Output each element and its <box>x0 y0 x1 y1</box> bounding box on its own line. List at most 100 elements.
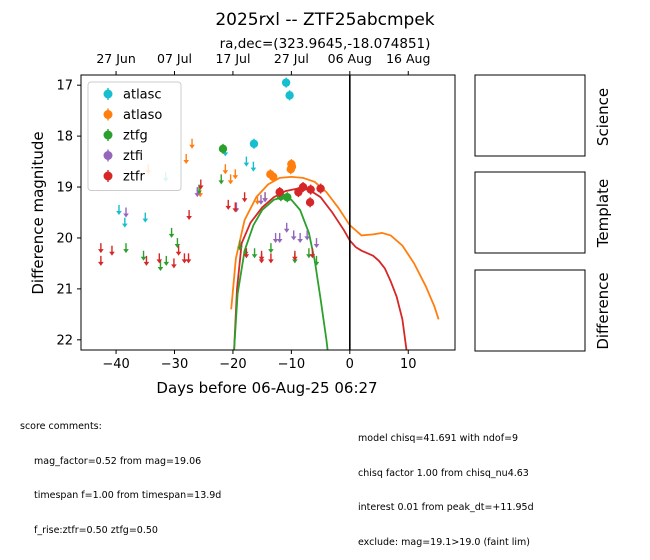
difference-panel <box>474 269 586 352</box>
upper-limit-marker-ztfr <box>181 253 188 264</box>
upper-limit-marker-ztfr <box>309 248 316 259</box>
limit-arrowhead <box>258 259 265 264</box>
upper-limit-marker-atlaso <box>183 154 189 165</box>
upper-limit-marker-atlaso <box>232 169 239 180</box>
detection-point-atlasc <box>285 91 294 100</box>
limit-arrowhead <box>140 256 147 261</box>
upper-limit-marker-ztfi <box>123 207 129 218</box>
limit-arrowhead <box>123 213 129 218</box>
detection-point-atlaso <box>269 172 278 182</box>
upper-limit-marker-atlaso <box>227 174 234 185</box>
top-tick-label: 06 Aug <box>328 51 372 66</box>
upper-limit-marker-ztfi <box>290 230 297 241</box>
score-comments: score comments: mag_factor=0.52 from mag… <box>20 398 221 548</box>
y-tick-label: 19 <box>56 181 73 196</box>
detection-point-ztfg <box>218 144 228 154</box>
limit-arrowhead <box>174 244 181 249</box>
chart-title: 2025rxl -- ZTF25abcmpek <box>215 10 434 30</box>
limit-arrowhead <box>116 210 122 215</box>
upper-limit-marker-ztfi <box>258 194 264 205</box>
detection-point-ztfg <box>283 193 292 202</box>
top-tick-label: 27 Jul <box>274 51 309 66</box>
limit-arrowhead <box>168 233 175 238</box>
limit-arrowhead <box>258 200 264 205</box>
limit-arrowhead <box>292 256 298 261</box>
upper-limit-marker-ztfi <box>194 187 201 198</box>
limit-arrowhead <box>225 205 232 210</box>
limit-arrowhead <box>175 251 182 256</box>
limit-arrowhead <box>254 200 261 205</box>
detection-point-ztfr <box>298 182 308 192</box>
detection-point-atlasc <box>249 139 259 148</box>
y-tick-label: 20 <box>56 231 73 246</box>
y-axis-label: Difference magnitude <box>29 131 47 294</box>
limit-arrowhead <box>237 246 243 251</box>
detection-point-ztfr <box>306 185 315 194</box>
upper-limit-marker-ztfr <box>175 245 182 256</box>
limit-arrowhead <box>218 180 225 185</box>
upper-limit-marker-atlaso <box>189 138 195 149</box>
top-tick-label: 27 Jun <box>96 51 135 66</box>
limit-arrowhead <box>122 223 128 228</box>
limit-arrowhead <box>309 254 316 259</box>
limit-arrowhead <box>268 249 274 254</box>
upper-limit-marker-atlasc <box>243 156 250 167</box>
limit-arrowhead <box>185 259 192 264</box>
y-tick-label: 21 <box>56 282 73 297</box>
limit-arrowhead <box>194 193 201 198</box>
upper-limit-marker-atlasc <box>142 212 149 223</box>
upper-limit-marker-ztfg <box>140 250 147 261</box>
legend-entry: ztfg <box>123 129 148 144</box>
light-curve-chart: 2025rxl -- ZTF25abcmpek ra,dec=(323.9645… <box>29 10 612 397</box>
limit-arrowhead <box>283 228 290 233</box>
legend-frame <box>87 81 182 191</box>
x-tick-label: −20 <box>219 357 246 372</box>
limit-arrowhead <box>156 259 163 264</box>
limit-arrowhead <box>306 254 312 259</box>
upper-limit-marker-ztfr <box>197 179 204 190</box>
limit-arrowhead <box>222 152 229 157</box>
x-tick-label: 0 <box>346 357 354 372</box>
upper-limit-marker-atlasc <box>116 204 122 215</box>
upper-limit-marker-atlasc <box>250 161 257 172</box>
legend-marker <box>103 130 113 140</box>
top-tick-label: 16 Aug <box>386 51 430 66</box>
limit-arrowhead <box>181 259 188 264</box>
upper-limit-marker-ztfi <box>262 192 268 203</box>
limit-arrowhead <box>304 236 310 241</box>
upper-limit-marker-ztfr <box>98 255 104 266</box>
y-tick-label: 18 <box>56 130 73 145</box>
legend: atlasc atlaso ztfg ztfi ztfr <box>87 81 182 191</box>
model-comment-line: model chisq=41.691 with ndof=9 <box>358 433 519 444</box>
upper-limit-marker-atlaso <box>222 164 229 175</box>
upper-limit-marker-atlasc <box>122 217 128 228</box>
limit-arrowhead <box>189 144 195 149</box>
difference-label: Difference <box>594 272 612 349</box>
score-comment-line: mag_factor=0.52 from mag=19.06 <box>34 455 202 467</box>
upper-limit-marker-ztfr <box>185 253 192 264</box>
upper-limit-marker-ztfg <box>168 227 175 238</box>
model-comment-line: exclude: mag=19.1>19.0 (faint lim) <box>358 536 530 548</box>
model-curve-ztfr <box>233 187 408 350</box>
limit-arrowhead <box>183 160 189 165</box>
plot-frame <box>80 74 456 351</box>
limit-arrowhead <box>227 180 234 185</box>
limit-arrowhead <box>243 162 250 167</box>
y-tick-label: 17 <box>56 79 73 94</box>
upper-limit-marker-atlaso <box>254 194 261 205</box>
limit-arrowhead <box>98 249 104 254</box>
legend-entry: ztfr <box>123 170 145 185</box>
detection-point-ztfr <box>316 184 325 193</box>
limit-arrowhead <box>123 249 129 254</box>
limit-arrowhead <box>171 264 177 269</box>
limit-arrowhead <box>313 261 320 266</box>
limit-arrowhead <box>232 175 239 180</box>
x-tick-label: −10 <box>278 357 305 372</box>
upper-limit-marker-ztfi <box>313 238 320 249</box>
model-comments: model chisq=41.691 with ndof=9 chisq fac… <box>358 410 534 560</box>
limit-arrowhead <box>98 261 104 266</box>
score-comment-line: f_rise:ztfr=0.50 ztfg=0.50 <box>34 524 158 536</box>
upper-limit-marker-ztfr <box>156 253 163 264</box>
upper-limit-marker-ztfi <box>297 232 303 243</box>
detection-point-atlasc <box>281 78 291 87</box>
